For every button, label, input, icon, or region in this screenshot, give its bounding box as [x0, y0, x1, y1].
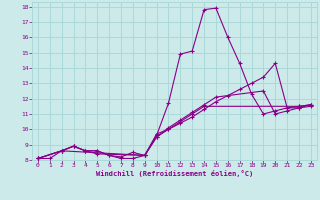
X-axis label: Windchill (Refroidissement éolien,°C): Windchill (Refroidissement éolien,°C) [96, 170, 253, 177]
